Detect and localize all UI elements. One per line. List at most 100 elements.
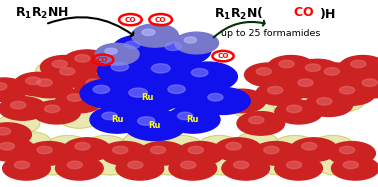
Circle shape bbox=[202, 154, 244, 175]
Circle shape bbox=[313, 63, 360, 87]
Circle shape bbox=[339, 146, 355, 154]
Circle shape bbox=[339, 56, 378, 79]
Circle shape bbox=[232, 98, 274, 119]
Circle shape bbox=[175, 32, 218, 54]
Circle shape bbox=[129, 88, 147, 97]
Circle shape bbox=[52, 60, 67, 68]
Circle shape bbox=[26, 77, 41, 85]
Circle shape bbox=[59, 108, 100, 128]
Circle shape bbox=[249, 116, 264, 124]
Circle shape bbox=[102, 112, 117, 120]
Circle shape bbox=[37, 79, 52, 86]
Circle shape bbox=[268, 86, 283, 94]
Text: CO: CO bbox=[217, 53, 229, 59]
Circle shape bbox=[323, 91, 365, 111]
Circle shape bbox=[40, 56, 88, 79]
Text: $\mathbf{R_1R_2NH}$: $\mathbf{R_1R_2NH}$ bbox=[15, 6, 69, 21]
Circle shape bbox=[236, 132, 278, 152]
Circle shape bbox=[93, 85, 110, 94]
Circle shape bbox=[25, 74, 73, 98]
Circle shape bbox=[275, 157, 322, 180]
Circle shape bbox=[111, 62, 129, 71]
Circle shape bbox=[63, 50, 111, 73]
Circle shape bbox=[274, 136, 316, 156]
Circle shape bbox=[230, 94, 245, 101]
Circle shape bbox=[114, 81, 181, 114]
Circle shape bbox=[25, 142, 73, 165]
Circle shape bbox=[294, 59, 341, 83]
Circle shape bbox=[75, 55, 90, 62]
Circle shape bbox=[98, 56, 160, 86]
Circle shape bbox=[165, 42, 181, 50]
Circle shape bbox=[85, 136, 127, 156]
Circle shape bbox=[188, 146, 203, 154]
Circle shape bbox=[80, 79, 139, 108]
Circle shape bbox=[328, 142, 375, 165]
Circle shape bbox=[184, 37, 197, 43]
Circle shape bbox=[132, 24, 178, 47]
Circle shape bbox=[234, 161, 249, 169]
Circle shape bbox=[351, 60, 366, 68]
Circle shape bbox=[56, 89, 103, 113]
Circle shape bbox=[161, 136, 202, 156]
Circle shape bbox=[287, 105, 302, 113]
Circle shape bbox=[154, 78, 216, 109]
Circle shape bbox=[138, 117, 155, 125]
Circle shape bbox=[252, 142, 300, 165]
Circle shape bbox=[324, 68, 339, 75]
Circle shape bbox=[11, 101, 26, 109]
Circle shape bbox=[36, 61, 77, 81]
Circle shape bbox=[339, 86, 355, 94]
Circle shape bbox=[317, 98, 332, 105]
Circle shape bbox=[0, 97, 46, 120]
Circle shape bbox=[328, 82, 375, 105]
Circle shape bbox=[0, 138, 35, 161]
Circle shape bbox=[218, 89, 266, 113]
Circle shape bbox=[90, 106, 144, 133]
Circle shape bbox=[56, 157, 103, 180]
Circle shape bbox=[48, 63, 96, 87]
Circle shape bbox=[332, 157, 378, 180]
Circle shape bbox=[124, 110, 186, 141]
Circle shape bbox=[222, 157, 270, 180]
Circle shape bbox=[178, 62, 237, 91]
Circle shape bbox=[256, 82, 304, 105]
Circle shape bbox=[350, 74, 378, 98]
Circle shape bbox=[343, 161, 358, 169]
Circle shape bbox=[137, 56, 203, 89]
Circle shape bbox=[237, 112, 285, 135]
Circle shape bbox=[256, 68, 271, 75]
Circle shape bbox=[208, 94, 223, 101]
Text: Ru: Ru bbox=[186, 115, 199, 124]
Circle shape bbox=[259, 154, 301, 175]
Circle shape bbox=[21, 91, 62, 111]
Circle shape bbox=[116, 157, 164, 180]
Circle shape bbox=[196, 88, 250, 114]
Circle shape bbox=[263, 72, 304, 93]
Circle shape bbox=[95, 43, 139, 65]
Circle shape bbox=[0, 123, 31, 146]
Circle shape bbox=[286, 74, 334, 98]
Circle shape bbox=[191, 68, 208, 77]
Circle shape bbox=[142, 29, 155, 36]
Circle shape bbox=[287, 161, 302, 169]
Circle shape bbox=[308, 70, 350, 91]
Circle shape bbox=[139, 142, 186, 165]
Text: $\mathbf{)H}$: $\mathbf{)H}$ bbox=[319, 6, 336, 21]
Circle shape bbox=[123, 132, 164, 152]
Circle shape bbox=[9, 132, 51, 152]
Circle shape bbox=[14, 161, 29, 169]
Circle shape bbox=[113, 146, 128, 154]
Circle shape bbox=[267, 56, 315, 79]
Circle shape bbox=[290, 138, 338, 161]
Circle shape bbox=[305, 93, 353, 117]
Circle shape bbox=[181, 161, 196, 169]
Circle shape bbox=[101, 142, 149, 165]
Circle shape bbox=[312, 136, 353, 156]
Circle shape bbox=[275, 100, 322, 124]
Circle shape bbox=[125, 41, 140, 49]
Circle shape bbox=[89, 154, 130, 175]
Text: CO: CO bbox=[155, 17, 166, 23]
Circle shape bbox=[305, 64, 321, 71]
Circle shape bbox=[67, 161, 82, 169]
